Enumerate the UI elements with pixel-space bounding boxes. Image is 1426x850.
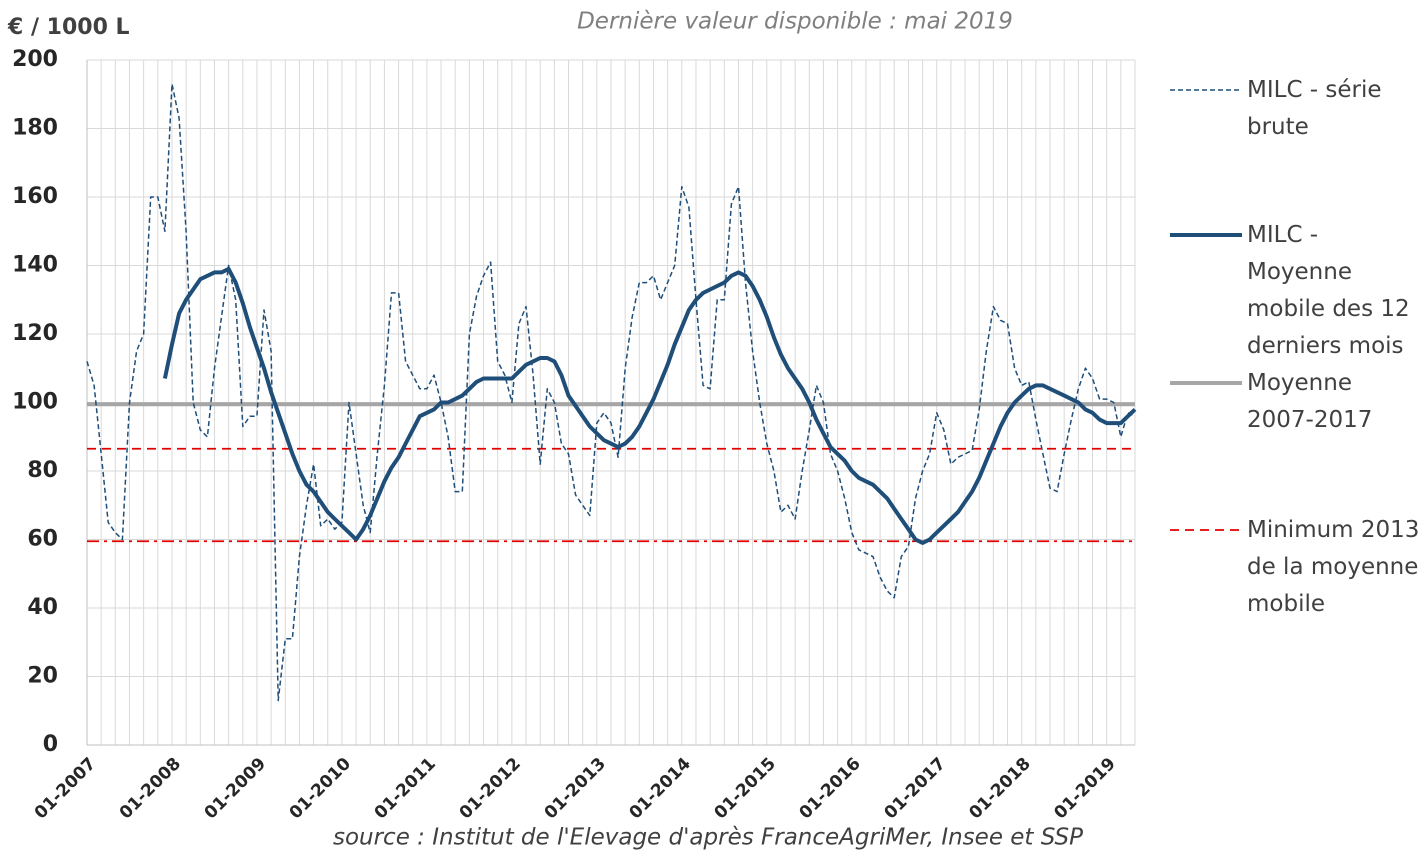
x-tick-label: 01-2017 — [880, 754, 949, 823]
x-tick-label: 01-2016 — [796, 754, 865, 823]
x-tick-label: 01-2009 — [201, 754, 270, 823]
x-tick-label: 01-2019 — [1050, 754, 1119, 823]
x-tick-label: 01-2007 — [31, 754, 100, 823]
x-tick-label: 01-2012 — [456, 754, 525, 823]
y-tick-label: 40 — [27, 595, 58, 620]
x-tick-label: 01-2015 — [711, 754, 780, 823]
x-tick-label: 01-2011 — [371, 754, 440, 823]
y-tick-label: 60 — [27, 527, 58, 552]
legend-label: Minimum 2013 de la moyenne mobile — [1247, 517, 1420, 617]
legend-label: Moyenne 2007-2017 — [1247, 370, 1373, 433]
legend-label: MILC - série brute — [1247, 77, 1382, 140]
x-tick-label: 01-2013 — [541, 754, 610, 823]
x-tick-label: 01-2008 — [116, 754, 185, 823]
y-tick-label: 80 — [27, 458, 58, 483]
subtitle: Dernière valeur disponible : mai 2019 — [577, 9, 1013, 35]
y-tick-label: 0 — [43, 732, 58, 757]
source: source : Institut de l'Elevage d'après F… — [333, 825, 1083, 850]
y-axis-label: € / 1000 L — [7, 15, 130, 40]
y-tick-label: 100 — [12, 390, 58, 415]
series-line — [162, 266, 1137, 545]
y-tick-label: 140 — [12, 253, 58, 278]
y-tick-label: 20 — [27, 664, 58, 689]
x-tick-label: 01-2014 — [626, 754, 695, 823]
y-tick-label: 200 — [12, 47, 58, 72]
x-tick-label: 01-2018 — [965, 754, 1034, 823]
y-tick-label: 180 — [12, 116, 58, 141]
y-tick-label: 120 — [12, 321, 58, 346]
legend-label: MILC - Moyenne mobile des 12 derniers mo… — [1247, 222, 1410, 359]
series-line — [86, 83, 1136, 702]
x-tick-label: 01-2010 — [286, 754, 355, 823]
y-tick-label: 160 — [12, 184, 58, 209]
